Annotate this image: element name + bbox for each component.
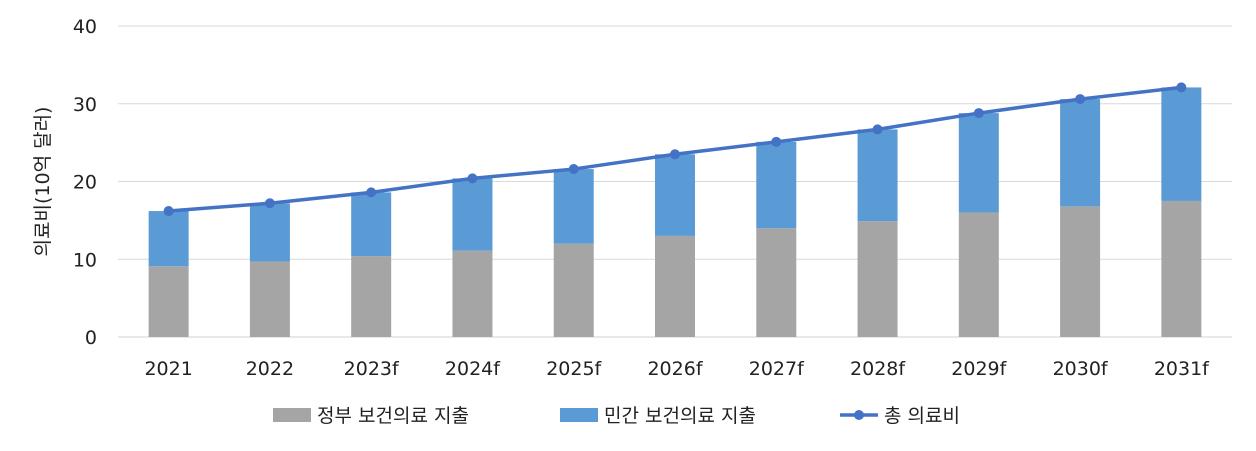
legend-swatch-government [273,408,311,422]
x-tick-label: 2026f [647,358,703,380]
bar-private [351,192,392,257]
legend-label: 민간 보건의료 지출 [604,405,756,427]
total-line-point [264,198,275,209]
y-tick-label: 30 [73,94,97,116]
x-tick-label: 2021 [144,358,192,380]
bar-government [553,243,594,337]
bar-private [958,113,999,213]
x-tick-label: 2025f [546,358,602,380]
y-tick-label: 0 [85,327,97,349]
total-line-point [366,187,377,198]
bar-government [351,256,392,337]
bar-government [452,250,493,337]
x-tick-label: 2022 [246,358,294,380]
x-tick-label: 2027f [749,358,805,380]
legend-label: 총 의료비 [884,405,960,427]
bar-private [553,169,594,244]
bar-private [1161,87,1202,201]
bar-private [1060,99,1101,207]
total-line-point [670,149,680,160]
bar-government [958,212,999,337]
total-line-point [771,136,782,147]
x-tick-label: 2028f [850,358,906,380]
bars [148,87,1202,337]
x-tick-label: 2024f [445,358,501,380]
bar-private [249,203,290,262]
x-tick-label: 2030f [1053,358,1109,380]
y-tick-label: 40 [73,16,97,38]
bar-private [655,154,695,236]
x-tick-label: 2023f [344,358,400,380]
bar-government [1060,206,1101,337]
legend-swatch-private [560,408,598,422]
y-tick-label: 10 [73,249,97,271]
total-line [163,82,1187,217]
y-axis-ticks: 0 10 20 30 40 [73,16,97,349]
x-tick-label: 2029f [951,358,1007,380]
bar-private [756,141,797,229]
y-axis-title: 의료비(10억 달러) [32,107,54,257]
total-line-point [973,108,984,119]
total-line-point [872,124,883,135]
legend: 정부 보건의료 지출 민간 보건의료 지출 총 의료비 [273,405,960,427]
bar-government [857,221,898,337]
bar-government [249,261,290,337]
total-line-point [568,164,579,175]
total-line-point [1075,94,1086,105]
bar-government [756,228,797,337]
bar-government [1161,200,1202,337]
bar-private [148,211,189,267]
total-line-point [467,173,478,184]
total-line-point [1176,82,1187,93]
total-line-point [163,206,174,217]
legend-swatch-total-marker [854,410,864,420]
x-tick-label: 2031f [1154,358,1210,380]
bar-government [655,235,695,337]
y-tick-label: 20 [73,172,97,194]
bar-private [857,129,898,222]
bar-private [452,178,493,251]
bar-government [148,266,189,337]
legend-label: 정부 보건의료 지출 [317,405,469,427]
x-axis-ticks: 2021 2022 2023f 2024f 2025f 2026f 2027f 2028f 20… [144,358,1210,380]
